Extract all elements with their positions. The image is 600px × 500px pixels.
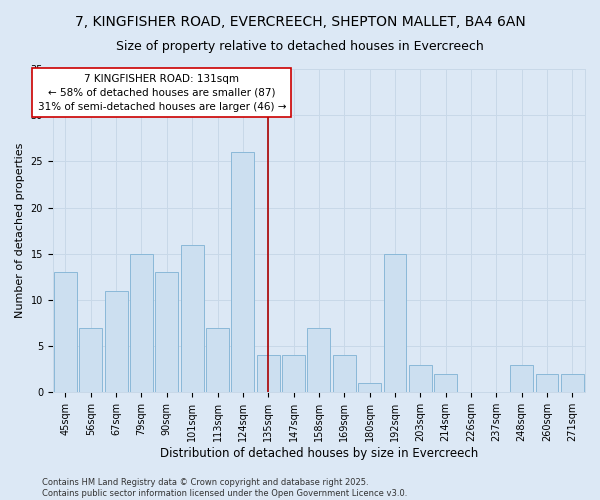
Text: Size of property relative to detached houses in Evercreech: Size of property relative to detached ho… [116, 40, 484, 53]
Bar [206, 328, 229, 392]
Bar [257, 356, 280, 393]
Bar [561, 374, 584, 392]
X-axis label: Distribution of detached houses by size in Evercreech: Distribution of detached houses by size … [160, 447, 478, 460]
Bar [383, 254, 406, 392]
Text: Contains HM Land Registry data © Crown copyright and database right 2025.
Contai: Contains HM Land Registry data © Crown c… [42, 478, 407, 498]
Bar [333, 356, 356, 393]
Bar [434, 374, 457, 392]
Text: 7 KINGFISHER ROAD: 131sqm
← 58% of detached houses are smaller (87)
31% of semi-: 7 KINGFISHER ROAD: 131sqm ← 58% of detac… [38, 74, 286, 112]
Bar [282, 356, 305, 393]
Bar [54, 272, 77, 392]
Bar [79, 328, 102, 392]
Text: 7, KINGFISHER ROAD, EVERCREECH, SHEPTON MALLET, BA4 6AN: 7, KINGFISHER ROAD, EVERCREECH, SHEPTON … [74, 15, 526, 29]
Bar [409, 364, 431, 392]
Bar [130, 254, 153, 392]
Bar [510, 364, 533, 392]
Bar [105, 290, 128, 392]
Bar [358, 383, 381, 392]
Bar [307, 328, 330, 392]
Y-axis label: Number of detached properties: Number of detached properties [15, 143, 25, 318]
Bar [181, 244, 203, 392]
Bar [536, 374, 559, 392]
Bar [155, 272, 178, 392]
Bar [232, 152, 254, 392]
